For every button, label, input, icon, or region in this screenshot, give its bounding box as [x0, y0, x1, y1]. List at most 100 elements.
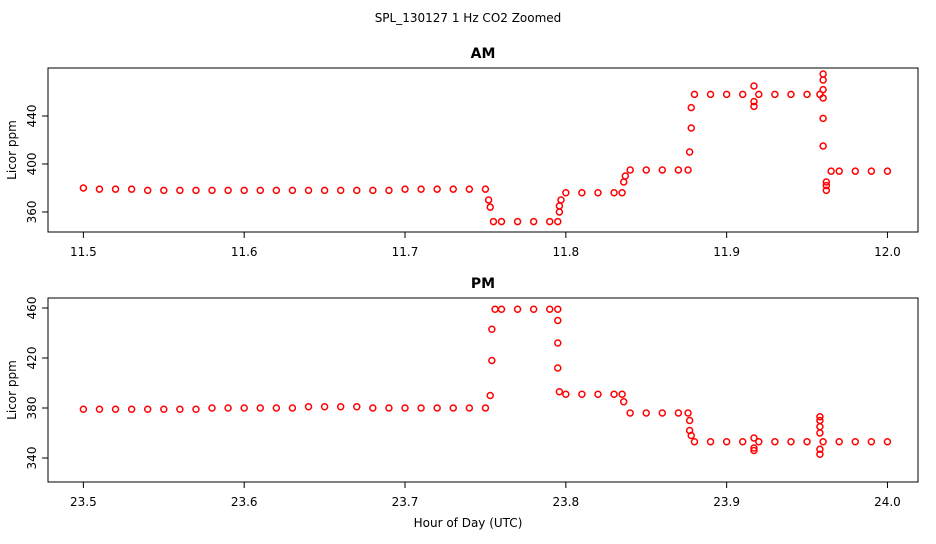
data-point [111, 405, 120, 413]
data-point [192, 405, 200, 413]
data-point [687, 431, 696, 440]
data-point [272, 186, 281, 195]
data-point [684, 166, 692, 174]
data-point [224, 404, 232, 412]
x-tick-label: 11.5 [70, 245, 97, 259]
data-point [619, 178, 628, 186]
data-point [819, 438, 827, 446]
data-point [240, 404, 248, 412]
data-point [562, 390, 570, 398]
plot-box [47, 297, 919, 483]
data-point [851, 438, 860, 446]
data-point [750, 434, 758, 442]
data-point [529, 217, 538, 226]
y-axis-label: Licor ppm [5, 360, 19, 420]
data-point [272, 404, 281, 412]
data-point [95, 405, 104, 413]
data-point [488, 356, 496, 365]
data-point [738, 438, 747, 446]
data-point [642, 409, 650, 417]
data-point [690, 438, 699, 446]
data-point [674, 166, 683, 174]
data-point [401, 404, 409, 412]
data-point [224, 186, 232, 195]
x-tick-label: 23.8 [552, 495, 579, 509]
data-point [160, 405, 168, 413]
data-point [690, 90, 699, 99]
data-point [491, 305, 499, 313]
data-point [304, 186, 313, 195]
data-point [816, 423, 824, 431]
x-tick-label: 12.0 [874, 245, 901, 259]
data-point [626, 409, 634, 417]
data-point [95, 185, 104, 193]
data-point [465, 185, 474, 193]
data-point [208, 404, 216, 412]
data-point [369, 186, 377, 195]
data-point [304, 403, 313, 411]
panel-title: PM [471, 276, 495, 292]
data-point [489, 217, 498, 226]
data-point [722, 438, 731, 446]
data-point [787, 438, 795, 446]
data-point [529, 305, 538, 313]
data-point [626, 166, 634, 174]
data-point [816, 445, 824, 453]
figure-title: SPL_130127 1 Hz CO2 Zoomed [375, 11, 562, 25]
data-point [750, 446, 758, 455]
data-point [256, 404, 265, 412]
data-point [835, 438, 843, 446]
data-point [610, 189, 618, 197]
data-point [822, 181, 831, 190]
x-tick-label: 23.9 [713, 495, 740, 509]
y-tick-label: 340 [25, 447, 39, 470]
data-point [465, 404, 474, 412]
data-point [819, 94, 827, 102]
data-point [486, 391, 494, 400]
data-point [554, 217, 562, 226]
data-point [867, 167, 876, 175]
data-point [449, 185, 457, 193]
data-point [555, 208, 564, 216]
data-point [706, 90, 715, 99]
y-tick-label: 380 [25, 397, 39, 420]
data-point [835, 167, 843, 175]
data-point [79, 405, 88, 413]
data-point [594, 390, 602, 398]
data-point [513, 217, 522, 226]
data-point [685, 416, 694, 425]
data-point [240, 186, 248, 195]
data-point [288, 186, 297, 195]
data-point [488, 325, 496, 333]
data-point [738, 90, 747, 99]
x-tick-label: 11.8 [552, 245, 579, 259]
x-tick-label: 23.6 [231, 495, 258, 509]
data-point [851, 167, 860, 175]
data-point [787, 90, 795, 99]
data-point [706, 438, 715, 446]
data-point [750, 102, 758, 111]
data-point [658, 166, 667, 174]
data-point [513, 305, 522, 313]
data-point [822, 186, 831, 195]
data-point [621, 172, 630, 180]
data-point [545, 305, 554, 313]
data-point [481, 404, 490, 412]
data-point [578, 390, 586, 398]
data-point [687, 124, 696, 132]
plot-box [47, 67, 919, 233]
data-point [554, 316, 562, 325]
data-point [288, 404, 297, 412]
data-point [750, 82, 758, 90]
x-tick-label: 24.0 [874, 495, 901, 509]
data-point [819, 70, 827, 78]
data-point [618, 390, 626, 398]
data-point [867, 438, 876, 446]
data-point [658, 409, 667, 417]
data-point [562, 189, 570, 197]
data-point [816, 413, 824, 421]
data-point [497, 217, 506, 226]
data-point [618, 189, 626, 197]
data-point [685, 148, 694, 156]
